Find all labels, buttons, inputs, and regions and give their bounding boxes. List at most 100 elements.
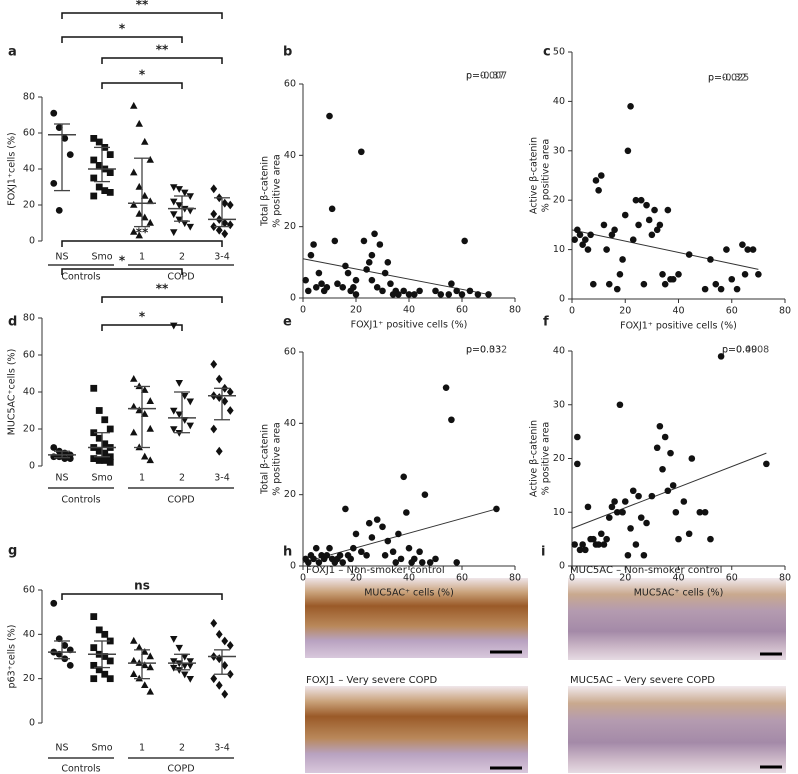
data-point: [363, 552, 370, 559]
data-point: [664, 206, 672, 214]
micrograph-panel-i: i MUC5AC – Non-smoker control MUC5AC – V…: [541, 545, 786, 773]
data-point: [328, 205, 336, 213]
data-point: [221, 218, 229, 228]
data-point: [608, 503, 616, 511]
data-point: [101, 187, 109, 194]
data-point: [310, 241, 317, 248]
y-tick-label: 60: [23, 350, 35, 361]
data-point: [66, 455, 74, 462]
panel-label: a: [8, 45, 17, 60]
data-point: [629, 487, 637, 495]
data-point: [368, 534, 376, 541]
data-point: [664, 487, 672, 495]
data-point: [371, 230, 378, 238]
data-point: [106, 458, 114, 466]
data-point: [411, 291, 418, 298]
y-tick-label: 0: [29, 236, 35, 247]
data-point: [146, 218, 154, 226]
caption: FOXJ1 – Non-smoker control: [306, 565, 445, 576]
data-point: [170, 636, 178, 643]
panel-label: e: [283, 315, 292, 330]
annotation: p=0.032: [466, 345, 507, 356]
data-point: [312, 544, 320, 552]
data-point: [595, 187, 602, 194]
data-point: [302, 276, 309, 284]
y-tick-label: 40: [23, 164, 35, 175]
significance-bar: [61, 36, 183, 43]
y-tick-label: 60: [284, 347, 296, 358]
data-point: [221, 636, 229, 646]
data-point: [90, 384, 98, 392]
data-point: [579, 241, 586, 248]
x-axis-label: MUC5AC⁺ cells (%): [364, 588, 454, 599]
data-point: [146, 663, 154, 671]
y-tick-label: 0: [559, 561, 565, 572]
data-point: [170, 229, 178, 237]
data-point: [307, 251, 315, 259]
y-tick-label: 20: [553, 195, 565, 206]
significance-bar: [101, 296, 223, 303]
data-point: [344, 269, 352, 277]
data-point: [130, 656, 138, 664]
data-point: [571, 541, 578, 548]
data-point: [141, 410, 149, 417]
caption: FOXJ1 – Very severe COPD: [306, 675, 437, 686]
data-point: [621, 211, 629, 219]
data-point: [186, 207, 194, 215]
data-point: [170, 664, 178, 672]
y-tick-label: 30: [553, 145, 565, 156]
data-point: [326, 544, 333, 552]
x-tick-label: Smo: [91, 252, 112, 263]
data-point: [221, 198, 229, 208]
data-point: [723, 246, 730, 253]
data-point: [221, 689, 229, 699]
data-point: [90, 613, 98, 620]
annotation: p=0.0008: [722, 345, 769, 356]
data-point: [106, 151, 114, 158]
data-point: [323, 552, 331, 559]
data-point: [416, 287, 423, 295]
annotation: ρ=0.33: [466, 345, 501, 356]
data-point: [170, 426, 178, 434]
data-point: [611, 226, 618, 234]
significance-bar: [61, 268, 183, 275]
data-point: [141, 137, 149, 145]
group-label: Controls: [61, 272, 100, 283]
data-point: [175, 644, 183, 652]
data-point: [613, 285, 621, 293]
data-point: [707, 535, 714, 543]
data-point: [574, 460, 581, 468]
data-point: [101, 440, 109, 448]
data-point: [712, 280, 720, 288]
data-point: [130, 227, 138, 235]
data-point: [640, 280, 648, 288]
micrograph-panel-h: h FOXJ1 – Non-smoker control FOXJ1 – Ver…: [283, 545, 528, 773]
data-point: [90, 429, 98, 437]
panel-label: g: [8, 544, 17, 559]
micrograph: [568, 686, 786, 773]
x-tick-label: 3-4: [214, 473, 230, 484]
data-point: [186, 658, 194, 666]
data-point: [61, 455, 69, 462]
data-point: [135, 182, 143, 190]
x-tick-label: 60: [726, 306, 738, 317]
data-point: [643, 201, 650, 209]
data-point: [350, 544, 357, 552]
x-tick-label: 80: [779, 573, 791, 584]
x-tick-label: 20: [619, 306, 631, 317]
data-point: [101, 457, 109, 464]
micrograph: [568, 578, 786, 660]
y-axis-label: FOXJ1⁺cells (%): [7, 132, 18, 205]
panel-label: h: [283, 545, 292, 560]
y-tick-label: 60: [284, 79, 296, 90]
data-point: [605, 280, 613, 288]
data-point: [347, 555, 355, 563]
data-point: [106, 453, 114, 461]
data-point: [637, 196, 645, 204]
micrograph: [305, 578, 528, 658]
data-point: [210, 618, 218, 628]
data-point: [331, 237, 339, 245]
data-point: [358, 148, 365, 156]
data-point: [648, 492, 656, 500]
